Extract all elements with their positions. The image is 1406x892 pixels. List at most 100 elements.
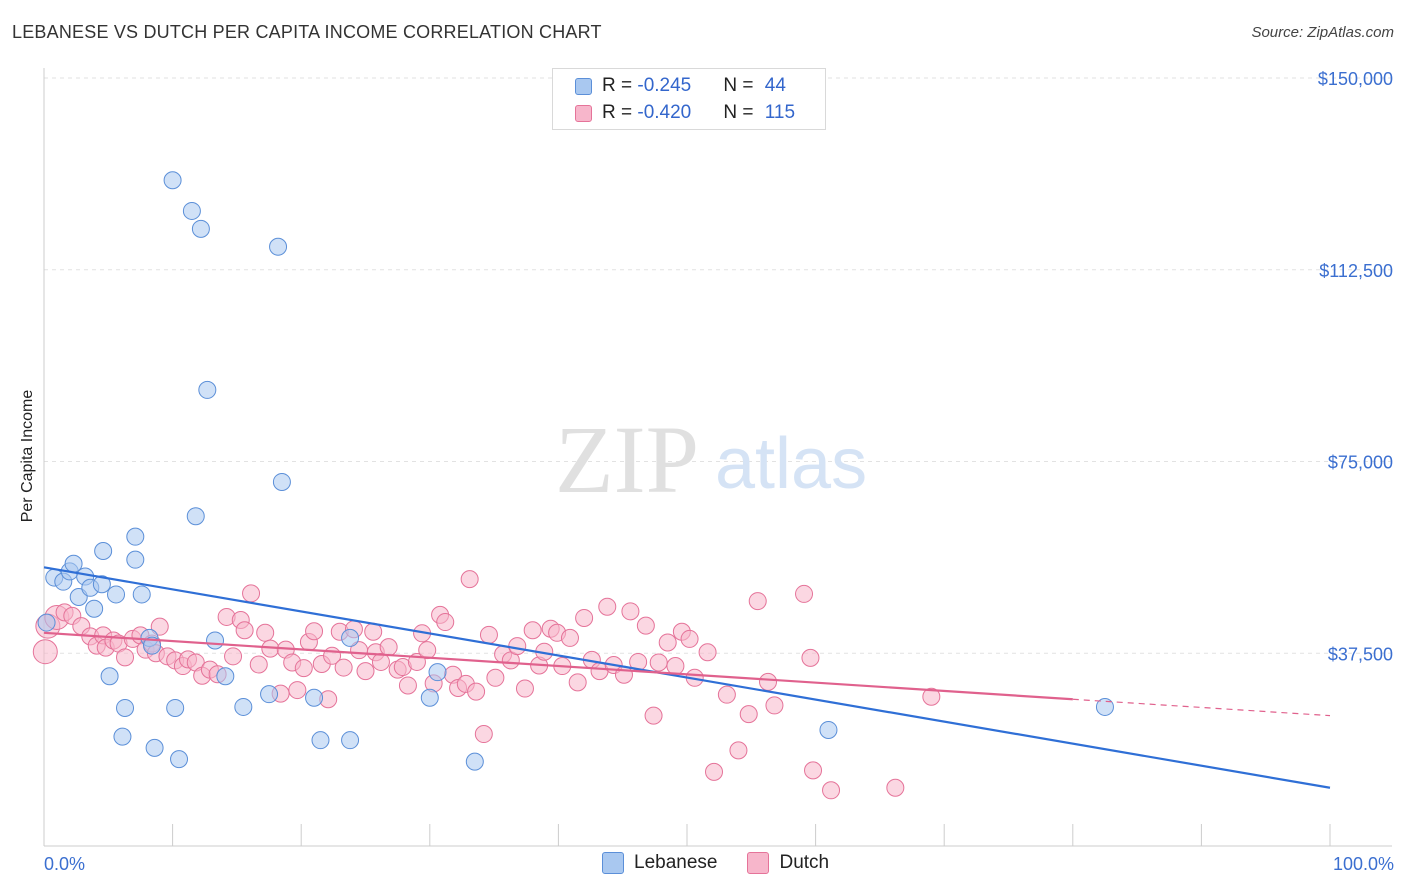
dutch-trend-line — [43, 631, 1073, 701]
legend-item-lebanese[interactable]: Lebanese — [602, 852, 717, 874]
lebanese-point — [145, 738, 164, 757]
dutch-point — [398, 676, 417, 695]
dutch-point — [508, 637, 527, 656]
dutch-point — [523, 621, 542, 640]
lebanese-point — [311, 731, 330, 750]
stats-legend: R = -0.245 N = 44 R = -0.420 N = 115 — [552, 68, 826, 130]
lebanese-point — [163, 171, 182, 190]
dutch-point — [334, 658, 353, 677]
dutch-point — [717, 685, 736, 704]
dutch-point — [486, 668, 505, 687]
source-note: Source: ZipAtlas.com — [1251, 24, 1394, 41]
lebanese-point — [116, 698, 135, 717]
y-tick-label: $37,500 — [1328, 644, 1393, 664]
dutch-point — [765, 696, 784, 715]
dutch-point — [649, 653, 668, 672]
dutch-point — [922, 687, 941, 706]
watermark-zip: ZIP — [555, 406, 699, 513]
trend-lines — [43, 566, 1331, 789]
dutch-point — [698, 643, 717, 662]
watermark-atlas: atlas — [715, 424, 867, 504]
chart-title: LEBANESE VS DUTCH PER CAPITA INCOME CORR… — [12, 22, 602, 42]
lebanese-point — [92, 575, 111, 594]
lebanese-point — [234, 697, 253, 716]
dutch-point — [795, 584, 814, 603]
dutch-point — [371, 652, 390, 671]
grid-lines — [44, 77, 1392, 654]
dutch-point — [474, 725, 493, 744]
y-tick-label: $150,000 — [1318, 69, 1393, 89]
lebanese-point — [191, 219, 210, 238]
lebanese-point — [428, 663, 447, 682]
dutch-point — [379, 638, 398, 657]
lebanese-point — [166, 698, 185, 717]
dutch-point — [224, 647, 243, 666]
dutch-point — [575, 608, 594, 627]
y-tick-label: $75,000 — [1328, 453, 1393, 473]
lebanese-point — [272, 472, 291, 491]
lebanese-point — [198, 380, 217, 399]
n-value: 115 — [764, 102, 796, 123]
lebanese-point — [170, 750, 189, 769]
lebanese-point — [113, 727, 132, 746]
lebanese-point — [37, 613, 56, 632]
lebanese-point — [132, 585, 151, 604]
dutch-point — [621, 602, 640, 621]
dutch-point — [116, 648, 135, 667]
lebanese-point — [216, 667, 235, 686]
dutch-trend-extension — [1072, 698, 1331, 717]
dutch-point — [886, 778, 905, 797]
dutch-point — [568, 673, 587, 692]
r-label: R = — [602, 75, 638, 96]
lebanese-point — [182, 201, 201, 220]
dutch-point — [479, 625, 498, 644]
lebanese-point — [269, 237, 288, 256]
dutch-point — [288, 681, 307, 700]
dutch-point — [256, 623, 275, 642]
dutch-point — [759, 672, 778, 691]
lebanese-point — [85, 599, 104, 618]
dutch-legend-swatch — [747, 852, 770, 874]
lebanese-point — [341, 628, 360, 647]
dutch-point — [739, 705, 758, 724]
x-tick-label-left: 0.0% — [44, 854, 85, 874]
dutch-point — [729, 741, 748, 760]
r-label: R = — [602, 102, 638, 123]
lebanese-legend-swatch — [602, 852, 624, 874]
lebanese-point — [305, 688, 324, 707]
dutch-point — [467, 682, 486, 701]
series-legend: Lebanese Dutch — [602, 852, 859, 874]
y-tick-labels: $37,500 $75,000 $112,500 $150,000 — [1318, 69, 1393, 664]
dutch-point — [32, 639, 58, 665]
lebanese-point — [143, 636, 162, 655]
axes — [43, 68, 1392, 847]
lebanese-swatch — [575, 77, 592, 95]
legend-item-dutch[interactable]: Dutch — [747, 852, 829, 874]
lebanese-point — [819, 720, 838, 739]
dutch-point — [242, 584, 261, 603]
lebanese-point — [1095, 697, 1114, 716]
dutch-point — [658, 633, 677, 652]
dutch-swatch — [575, 104, 592, 122]
legend-label-lebanese: Lebanese — [634, 852, 718, 873]
dutch-point — [666, 657, 685, 676]
lebanese-point — [206, 631, 225, 650]
dutch-point — [294, 659, 313, 678]
y-tick-label: $112,500 — [1319, 261, 1393, 281]
stats-row-dutch: R = -0.420 N = 115 — [575, 101, 795, 125]
x-tick-label-right: 100.0% — [1333, 854, 1394, 874]
dutch-point — [356, 662, 375, 681]
dutch-point — [560, 628, 579, 647]
lebanese-trend-line — [43, 566, 1331, 789]
lebanese-point — [126, 527, 145, 546]
dutch-point — [598, 597, 617, 616]
dutch-point — [436, 613, 455, 632]
dutch-point — [804, 761, 823, 780]
lebanese-point — [107, 585, 126, 604]
dutch-point — [822, 781, 841, 800]
n-label: N = — [723, 75, 759, 96]
legend-label-dutch: Dutch — [779, 852, 830, 873]
dutch-point — [150, 617, 169, 636]
dutch-point — [235, 621, 254, 640]
